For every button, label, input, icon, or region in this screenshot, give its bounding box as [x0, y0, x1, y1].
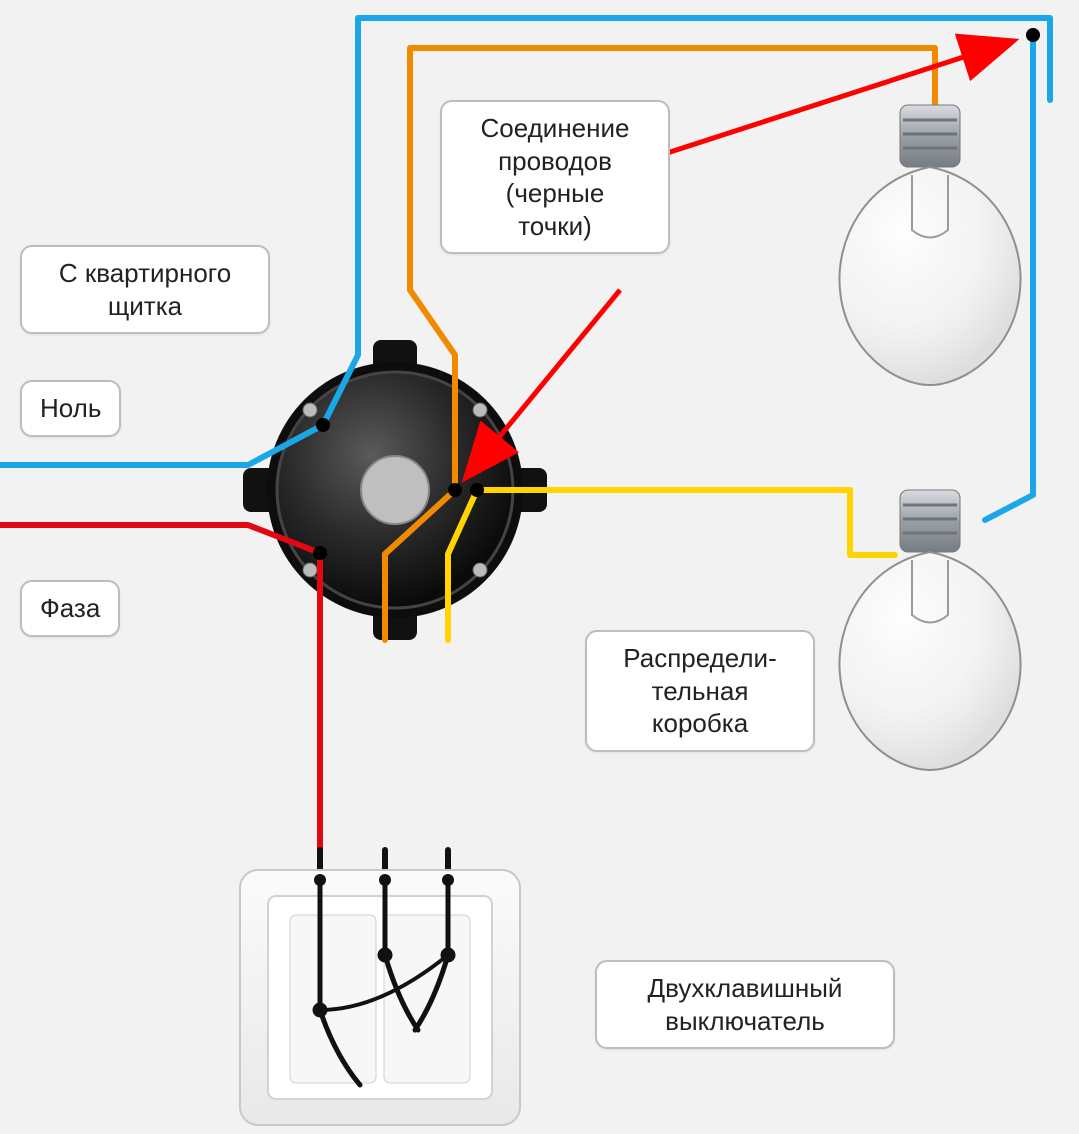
connection-node — [316, 418, 330, 432]
text: выключатель — [665, 1006, 825, 1036]
text: проводов — [498, 146, 612, 176]
text: Двухклавишный — [648, 973, 843, 1003]
text: Соединение — [481, 113, 630, 143]
connection-node — [1026, 28, 1040, 42]
connection-node — [470, 483, 484, 497]
text: Распредели- — [623, 643, 777, 673]
text: Ноль — [40, 393, 101, 423]
label-from-panel: С квартирного щитка — [20, 245, 270, 334]
wire — [0, 525, 320, 850]
lightbulb-1-icon — [839, 105, 1020, 385]
lightbulb-2-icon — [839, 490, 1020, 770]
text: С квартирного — [59, 258, 231, 288]
double-switch-icon — [240, 870, 520, 1125]
text: Фаза — [40, 593, 100, 623]
text: тельная — [652, 676, 749, 706]
label-connections: Соединение проводов (черные точки) — [440, 100, 670, 254]
connection-node — [448, 483, 462, 497]
text: коробка — [652, 708, 748, 738]
label-switch: Двухклавишный выключатель — [595, 960, 895, 1049]
text: (черные — [506, 178, 605, 208]
wiring-diagram: С квартирного щитка Ноль Фаза Соединение… — [0, 0, 1079, 1134]
label-phase: Фаза — [20, 580, 120, 637]
text: точки) — [518, 211, 592, 241]
text: щитка — [108, 291, 182, 321]
label-neutral: Ноль — [20, 380, 121, 437]
label-junction-box: Распредели- тельная коробка — [585, 630, 815, 752]
connection-node — [313, 546, 327, 560]
pointer-arrow — [468, 290, 620, 475]
